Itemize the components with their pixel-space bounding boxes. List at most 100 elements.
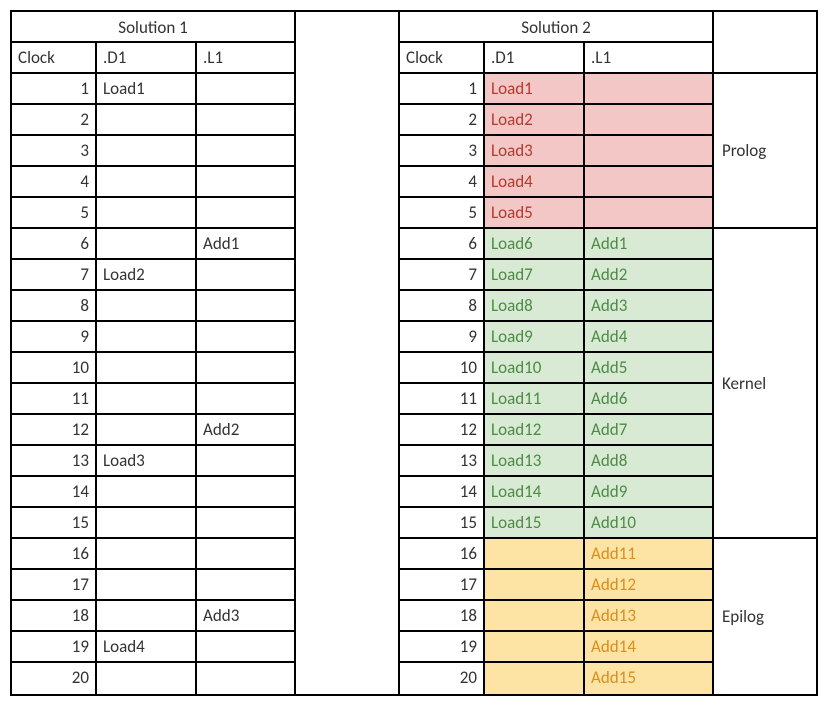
cell-l1: Add10 (585, 508, 712, 537)
table-row: 2 (12, 105, 294, 136)
cell-l1: Add11 (585, 539, 712, 568)
cell-clock: 7 (400, 260, 485, 289)
solution2-table: Solution 2 Clock .D1 .L1 1Load12Load23Lo… (400, 12, 714, 694)
cell-d1 (97, 105, 197, 134)
cell-l1 (197, 167, 294, 196)
cell-l1 (197, 74, 294, 103)
cell-clock: 3 (400, 136, 485, 165)
cell-l1: Add3 (197, 601, 294, 630)
cell-clock: 5 (400, 198, 485, 227)
cell-clock: 19 (400, 632, 485, 661)
table-row: 17Add12 (400, 570, 712, 601)
solution1-block: Solution 1 Clock .D1 .L1 1Load123456Add1… (12, 12, 296, 694)
cell-d1 (97, 508, 197, 537)
cell-clock: 20 (12, 663, 97, 694)
table-row: 9 (12, 322, 294, 353)
solution2-body: 1Load12Load23Load34Load45Load56Load6Add1… (400, 74, 712, 694)
solution1-body: 1Load123456Add17Load289101112Add213Load3… (12, 74, 294, 694)
cell-l1 (197, 291, 294, 320)
cell-clock: 18 (12, 601, 97, 630)
section-gap (714, 12, 816, 74)
cell-clock: 14 (12, 477, 97, 506)
table-row: 3 (12, 136, 294, 167)
cell-d1: Load2 (97, 260, 197, 289)
col-header-d1: .D1 (485, 43, 585, 72)
cell-d1 (97, 570, 197, 599)
col-header-l1: .L1 (585, 43, 712, 72)
table-row: 11 (12, 384, 294, 415)
cell-clock: 13 (400, 446, 485, 475)
table-row: 20 (12, 663, 294, 694)
cell-clock: 11 (12, 384, 97, 413)
cell-clock: 4 (400, 167, 485, 196)
cell-l1 (197, 446, 294, 475)
solution2-block: Solution 2 Clock .D1 .L1 1Load12Load23Lo… (400, 12, 816, 694)
cell-d1 (97, 477, 197, 506)
cell-l1 (585, 198, 712, 227)
section-labels: Prolog Kernel Epilog (714, 12, 816, 694)
cell-clock: 8 (12, 291, 97, 320)
cell-l1: Add1 (197, 229, 294, 258)
solution2-header: Clock .D1 .L1 (400, 43, 712, 74)
cell-l1 (197, 508, 294, 537)
cell-d1: Load4 (485, 167, 585, 196)
cell-l1 (197, 198, 294, 227)
cell-l1: Add2 (585, 260, 712, 289)
table-row: 1Load1 (400, 74, 712, 105)
cell-clock: 6 (12, 229, 97, 258)
cell-clock: 12 (400, 415, 485, 444)
cell-clock: 16 (12, 539, 97, 568)
cell-l1 (197, 632, 294, 661)
section-kernel-label: Kernel (722, 373, 766, 394)
cell-clock: 17 (400, 570, 485, 599)
table-row: 3Load3 (400, 136, 712, 167)
cell-d1: Load1 (485, 74, 585, 103)
table-row: 20Add15 (400, 663, 712, 694)
cell-clock: 9 (12, 322, 97, 351)
cell-clock: 2 (400, 105, 485, 134)
spacer-column (296, 12, 400, 694)
cell-l1 (585, 167, 712, 196)
cell-clock: 16 (400, 539, 485, 568)
cell-l1 (585, 136, 712, 165)
cell-clock: 19 (12, 632, 97, 661)
table-row: 15Load15Add10 (400, 508, 712, 539)
cell-d1 (97, 415, 197, 444)
cell-d1 (97, 136, 197, 165)
cell-clock: 20 (400, 663, 485, 694)
section-epilog-label: Epilog (722, 606, 764, 627)
cell-l1 (197, 105, 294, 134)
comparison-table: Solution 1 Clock .D1 .L1 1Load123456Add1… (10, 10, 818, 696)
cell-l1 (197, 353, 294, 382)
cell-clock: 11 (400, 384, 485, 413)
cell-l1 (197, 136, 294, 165)
cell-l1: Add13 (585, 601, 712, 630)
table-row: 8 (12, 291, 294, 322)
cell-d1: Load10 (485, 353, 585, 382)
cell-clock: 1 (400, 74, 485, 103)
cell-l1: Add3 (585, 291, 712, 320)
cell-d1: Load9 (485, 322, 585, 351)
table-row: 5Load5 (400, 198, 712, 229)
col-header-d1: .D1 (97, 43, 197, 72)
table-row: 7Load2 (12, 260, 294, 291)
table-row: 17 (12, 570, 294, 601)
cell-l1: Add9 (585, 477, 712, 506)
cell-d1 (485, 539, 585, 568)
cell-l1 (197, 539, 294, 568)
cell-l1: Add6 (585, 384, 712, 413)
table-row: 19Load4 (12, 632, 294, 663)
cell-clock: 12 (12, 415, 97, 444)
section-prolog-label: Prolog (722, 140, 766, 161)
table-row: 4 (12, 167, 294, 198)
cell-d1: Load12 (485, 415, 585, 444)
cell-d1 (485, 663, 585, 694)
cell-clock: 10 (12, 353, 97, 382)
cell-d1 (485, 632, 585, 661)
table-row: 10Load10Add5 (400, 353, 712, 384)
cell-d1: Load7 (485, 260, 585, 289)
cell-d1: Load11 (485, 384, 585, 413)
cell-d1: Load13 (485, 446, 585, 475)
table-row: 9Load9Add4 (400, 322, 712, 353)
col-header-clock: Clock (12, 43, 97, 72)
